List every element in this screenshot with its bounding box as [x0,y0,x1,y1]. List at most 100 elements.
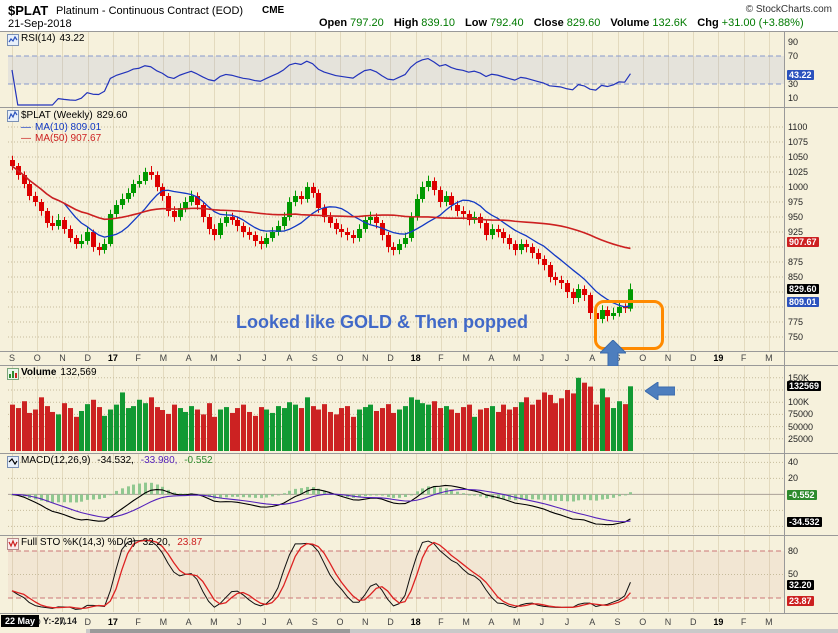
sto-panel-icon [7,538,19,550]
x-axis-label: M [512,353,521,363]
x-axis-label: F [740,617,747,627]
x-axis-label: 19 [713,617,724,627]
x-axis-label: 18 [410,617,421,627]
x-axis-label: D [84,617,91,627]
horizontal-scrollbar[interactable] [86,629,838,633]
x-axis-label: J [539,353,545,363]
change-label: Chg [697,17,719,29]
y-axis-tick: 150K [788,372,810,383]
copyright-label: © StockCharts.com [745,4,832,15]
rsi-legend-label: RSI(14) [21,33,56,44]
x-axis-label: M [210,617,218,627]
y-axis-tick: 100K [788,397,810,408]
y-axis-tick: 925 [788,227,804,237]
x-axis-bottom: SOND17FMAMJJASOND18FMAMJJASOND19FM [0,617,838,630]
cursor-value: Y:-27.14 [43,616,77,626]
ma10-legend: — MA(10) 809.01 [21,122,102,133]
x-axis-label: O [336,353,344,363]
x-axis-label: F [438,617,444,627]
macd-value-hist: -0.552 [184,455,213,466]
x-axis-label: M [462,353,470,363]
y-axis-value-tag: 32.20 [787,580,814,591]
x-axis-label: D [387,617,394,627]
volume-value: 132.6K [652,17,688,29]
macd-panel-icon [7,456,19,468]
y-axis-tick: 975 [788,197,804,207]
chart-description: Platinum - Continuous Contract (EOD) [56,5,244,17]
price-legend-value: 829.60 [96,110,128,121]
x-axis-label: N [361,617,369,627]
x-axis-label: A [488,353,495,363]
y-axis-tick: 50 [788,569,799,580]
x-axis-label: D [84,353,91,363]
volume-label: Volume [610,17,650,29]
y-axis-tick: 750 [788,332,804,342]
price-legend-title: $PLAT (Weekly) [21,110,93,121]
y-axis-tick: 1075 [788,137,809,147]
x-axis-label: J [236,617,242,627]
y-axis-value-tag: 809.01 [787,296,819,307]
cursor-readout: 22 May Y:-27.14 [1,615,77,627]
rsi-legend: RSI(14) 43.22 [21,33,84,44]
sto-value-k: 32.20, [142,537,171,548]
x-axis-label: M [159,617,168,627]
annotation-highlight-box [594,300,664,350]
low-label: Low [465,17,488,29]
rsi-panel-icon [7,34,19,46]
x-axis-label: S [614,617,621,627]
x-axis-label: D [689,353,697,363]
x-axis-label: M [210,353,218,363]
x-axis-label: M [512,617,521,627]
x-axis-mid: SOND17FMAMJJASOND18FMAMJJASOND19FM [0,353,838,366]
x-axis-label: A [286,353,293,363]
open-value: 797.20 [350,17,384,29]
price-legend: $PLAT (Weekly) 829.60 [21,110,127,121]
volume-legend-value: 132,569 [60,367,97,378]
sto-legend-label: Full STO %K(14,3) %D(3) [21,537,136,548]
rsi-legend-value: 43.22 [59,33,85,44]
x-axis-label: A [286,617,293,627]
x-axis-label: O [639,617,647,627]
y-axis-tick: 50000 [788,421,814,432]
x-axis-label: 18 [410,353,421,363]
x-axis-label: F [438,353,444,363]
y-axis-gutter: 90 70 30 10 43.22 1100 1075 1050 1025 1000 975 950 9… [786,0,838,633]
x-axis-label: S [311,353,318,363]
close-label: Close [533,17,564,29]
y-axis-tick: 775 [788,317,804,327]
x-axis-label: J [262,617,267,627]
chart-annotation-text: Looked like GOLD & Then popped [236,312,529,332]
y-axis-tick: 40 [788,457,799,468]
macd-value-line: -34.532, [97,455,134,466]
annotation-left-arrow-icon [645,382,675,400]
y-axis-tick: 25000 [788,433,814,444]
y-axis-tick: 850 [788,272,804,282]
y-axis-tick: 1025 [788,167,809,177]
y-axis-tick: 80 [788,546,799,556]
x-axis-label: J [236,353,242,363]
y-axis-value-tag: 132569 [787,381,822,392]
x-axis-label: A [589,617,596,627]
sto-legend: Full STO %K(14,3) %D(3) 32.20, 23.87 [21,537,202,548]
x-axis-label: F [740,353,747,363]
x-axis-label: J [262,353,267,363]
close-value: 829.60 [566,17,601,29]
scrollbar-thumb[interactable] [90,629,350,633]
x-axis-label: N [664,617,672,627]
x-axis-label: A [185,617,192,627]
y-axis-tick: 1050 [788,152,809,162]
x-axis-label: S [311,617,318,627]
x-axis-label: A [589,353,596,363]
x-axis-label: N [664,353,672,363]
y-axis-tick: 75000 [788,409,814,420]
high-value: 839.10 [421,17,455,29]
y-axis-value-tag: 907.67 [787,237,819,248]
x-axis-label: 17 [107,617,118,627]
sto-value-d: 23.87 [177,537,203,548]
x-axis-label: J [564,353,570,363]
y-axis-value-tag: 23.87 [787,595,814,606]
y-axis-tick: 70 [788,51,799,61]
macd-legend-label: MACD(12,26,9) [21,455,91,466]
